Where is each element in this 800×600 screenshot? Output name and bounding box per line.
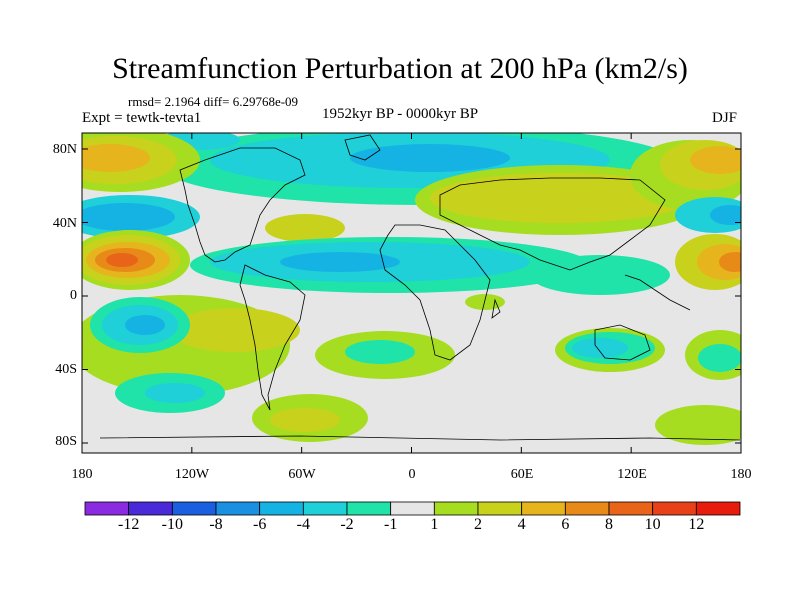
southern-high-latitude-positive — [252, 394, 741, 445]
colorbar-swatch — [695, 501, 741, 516]
colorbar-swatch — [84, 501, 130, 516]
colorbar-label: 6 — [561, 516, 570, 533]
pacific-negative-40n — [82, 195, 741, 239]
atlantic-positive — [265, 214, 345, 242]
lon-label: 0 — [408, 467, 416, 482]
lon-label: 120W — [174, 467, 210, 482]
colorbar-swatch — [608, 501, 654, 516]
colorbar-label: 4 — [517, 516, 526, 533]
colorbar-swatch — [259, 501, 304, 516]
colorbar-swatch — [215, 501, 261, 516]
colorbar-label: -1 — [383, 516, 398, 533]
colorbar-swatch — [302, 501, 348, 516]
central-pacific-positive — [82, 230, 741, 290]
colorbar-swatch — [564, 501, 610, 516]
lon-label: 60E — [510, 467, 534, 482]
colorbar-label: 1 — [430, 516, 439, 533]
colorbar-swatch — [521, 501, 566, 516]
lon-label: 180 — [71, 467, 93, 482]
experiment-label: Expt = tewtk-tevta1 — [82, 110, 202, 126]
coastlines — [99, 134, 741, 441]
eurasia-positive — [415, 140, 741, 235]
colorbar — [84, 501, 741, 516]
colorbar-label: -6 — [252, 516, 267, 533]
north-negative-band — [160, 133, 680, 205]
colorbar-swatch — [390, 501, 435, 516]
lon-label: 120E — [617, 467, 647, 482]
northwest-positive — [82, 133, 200, 192]
season-label: DJF — [712, 110, 738, 126]
axis-ticks — [81, 133, 742, 453]
colorbar-label: 12 — [688, 516, 705, 533]
colorbar-swatch — [171, 501, 217, 516]
southern-negative-cells — [90, 297, 741, 413]
lat-label: 0 — [70, 288, 77, 303]
lat-label: 80S — [55, 434, 77, 449]
colorbar-label: -10 — [161, 516, 183, 533]
lon-label: 60W — [288, 467, 316, 482]
colorbar-label: 2 — [474, 516, 482, 533]
lat-label: 40N — [52, 216, 77, 231]
rmsd-diff-text: rmsd= 2.1964 diff= 6.29768e-09 — [128, 94, 299, 109]
lon-label: 180 — [730, 467, 752, 482]
colorbar-swatch — [346, 501, 392, 516]
contour-field — [82, 133, 741, 453]
colorbar-label: -8 — [209, 516, 223, 533]
colorbar-swatch — [433, 501, 479, 516]
colorbar-swatch — [128, 501, 173, 516]
colorbar-label: -4 — [296, 516, 310, 533]
lat-label: 40S — [55, 362, 77, 377]
tropical-negative-band — [190, 237, 670, 295]
colorbar-swatch — [477, 501, 523, 516]
colorbar-swatch — [652, 501, 697, 516]
map-title: Streamfunction Perturbation at 200 hPa (… — [112, 52, 688, 85]
colorbar-label: 8 — [605, 516, 613, 533]
colorbar-label: -2 — [340, 516, 354, 533]
period-label: 1952kyr BP - 0000kyr BP — [322, 106, 479, 122]
colorbar-label: 10 — [644, 516, 661, 533]
colorbar-label: -12 — [117, 516, 140, 533]
lat-label: 80N — [52, 142, 77, 157]
